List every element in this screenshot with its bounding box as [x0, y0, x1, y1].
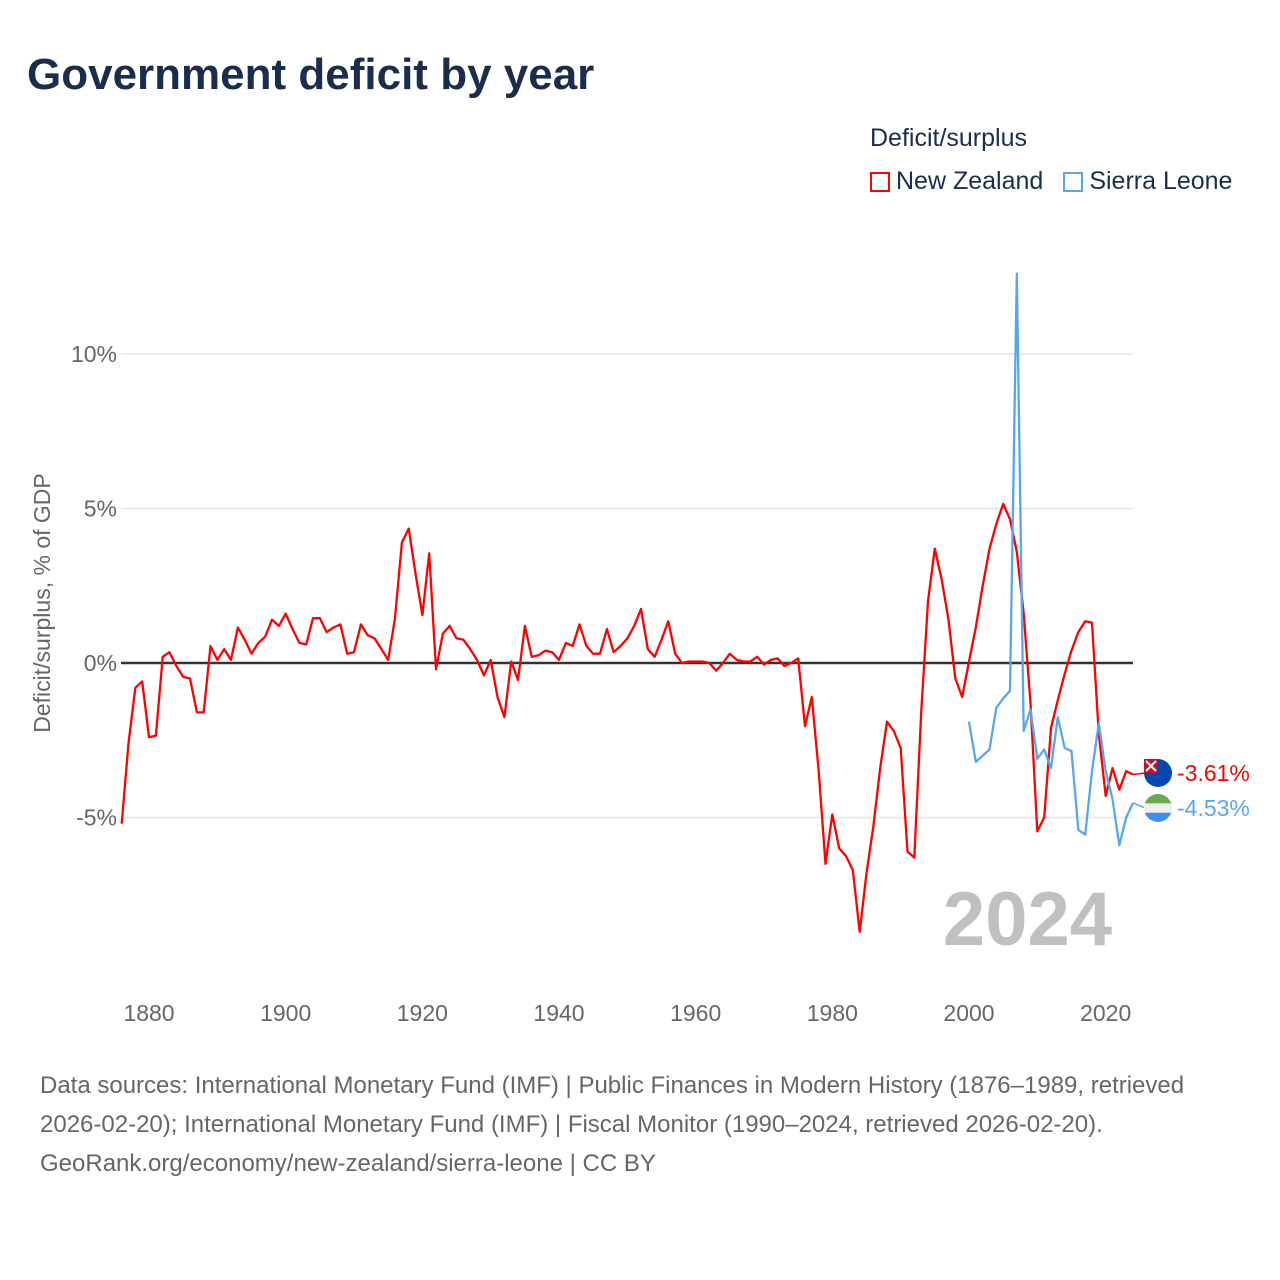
y-tick-label: 0% — [84, 650, 117, 676]
end-connector — [1132, 802, 1146, 809]
source-link[interactable]: GeoRank.org/economy/new-zealand/sierra-l… — [40, 1150, 656, 1177]
y-tick-label: 10% — [71, 341, 117, 367]
end-value-label: -3.61% — [1177, 760, 1250, 786]
x-tick-label: 1980 — [807, 1000, 858, 1026]
sierra-leone-flag-icon — [1144, 794, 1172, 822]
end-value-label: -4.53% — [1177, 795, 1250, 821]
x-tick-label: 1940 — [533, 1000, 584, 1026]
legend-label: Sierra Leone — [1089, 167, 1233, 195]
legend-item-sierra-leone[interactable]: Sierra Leone — [1063, 167, 1232, 196]
legend-item-new-zealand[interactable]: New Zealand — [870, 167, 1043, 196]
x-tick-label: 1880 — [123, 1000, 174, 1026]
x-tick-label: 2000 — [943, 1000, 994, 1026]
x-tick-label: 1900 — [260, 1000, 311, 1026]
year-watermark: 2024 — [943, 877, 1112, 962]
x-tick-label: 1920 — [397, 1000, 448, 1026]
series-line-new-zealand — [120, 502, 1134, 933]
legend-swatch-new-zealand — [870, 171, 890, 192]
y-axis-label: Deficit/surplus, % of GDP — [29, 473, 55, 732]
y-tick-label: 5% — [84, 496, 117, 522]
legend: Deficit/surplus New Zealand Sierra Leone — [870, 124, 1232, 196]
flag-stripe — [1144, 794, 1172, 804]
footer: Data sources: International Monetary Fun… — [40, 1066, 1240, 1183]
data-sources: Data sources: International Monetary Fun… — [40, 1072, 1185, 1138]
flag-stripe — [1144, 803, 1172, 813]
legend-title: Deficit/surplus — [870, 124, 1027, 152]
legend-swatch-sierra-leone — [1063, 171, 1084, 192]
line-chart: 10% 5% 0% -5% 1880 1900 1920 1940 1960 1980 2000 20… — [29, 272, 1250, 1026]
chart-title: Government deficit by year — [27, 50, 595, 99]
series-line-sierra-leone — [967, 272, 1135, 847]
legend-label: New Zealand — [896, 167, 1044, 195]
y-tick-label: -5% — [76, 805, 117, 831]
new-zealand-flag-cross — [1145, 760, 1157, 772]
x-tick-label: 1960 — [670, 1000, 721, 1026]
x-tick-label: 2020 — [1080, 1000, 1131, 1026]
flag-stripe — [1144, 812, 1172, 822]
end-connector — [1132, 772, 1146, 776]
